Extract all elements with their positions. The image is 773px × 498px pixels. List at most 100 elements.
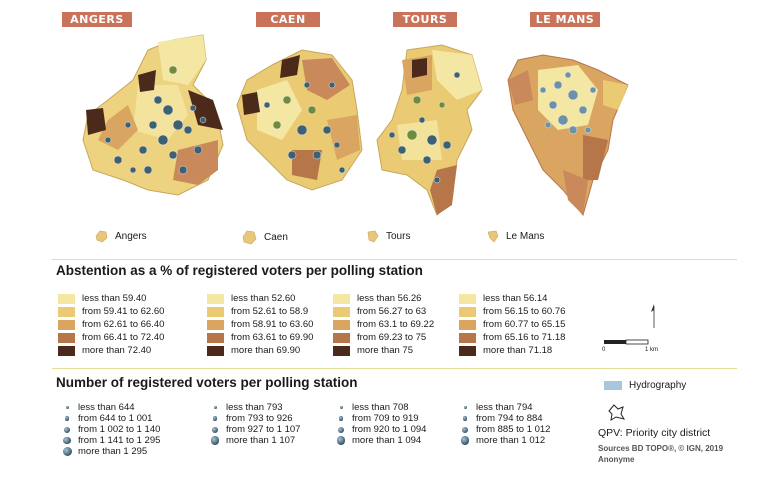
- voters-dot-symbol: [336, 436, 346, 445]
- abstention-swatch: [207, 306, 224, 317]
- abstention-legend-item: more than 75: [333, 344, 434, 357]
- voters-dot-symbol: [210, 436, 220, 445]
- voters-legend-item: more than 1 107: [208, 435, 300, 446]
- abstention-legend-item: less than 56.14: [459, 292, 565, 305]
- abstention-class-label: from 56.27 to 63: [357, 306, 427, 317]
- voters-class-label: from 709 to 919: [352, 413, 419, 424]
- angers-outline-icon: [95, 230, 108, 243]
- voters-legend-item: more than 1 295: [60, 446, 160, 457]
- voters-legend-item: less than 793: [208, 402, 300, 413]
- abstention-class-label: from 63.61 to 69.90: [231, 332, 314, 343]
- voters-class-label: less than 793: [226, 402, 283, 413]
- mini-label-caen: Caen: [264, 231, 288, 243]
- abstention-swatch: [58, 332, 75, 343]
- voters-dot-symbol: [212, 426, 218, 433]
- abstention-swatch: [333, 332, 350, 343]
- voters-class-label: more than 1 012: [476, 435, 546, 446]
- hydrography-swatch: [604, 381, 622, 390]
- voters-dot-symbol: [64, 416, 70, 421]
- abstention-legend-item: from 56.27 to 63: [333, 305, 434, 318]
- abstention-legend-item: less than 59.40: [58, 292, 164, 305]
- voters-legend-item: from 885 to 1 012: [458, 424, 550, 435]
- angers-map: [82, 34, 224, 196]
- abstention-legend-item: more than 69.90: [207, 344, 313, 357]
- voters-legend-item: less than 644: [60, 402, 160, 413]
- voters-dot-symbol: [462, 426, 468, 433]
- voters-class-label: less than 708: [352, 402, 409, 413]
- voters-class-label: more than 1 094: [352, 435, 422, 446]
- abstention-legend-item: from 52.61 to 58.9: [207, 305, 313, 318]
- abstention-class-label: from 65.16 to 71.18: [483, 332, 566, 343]
- abstention-legend-item: from 63.1 to 69.22: [333, 318, 434, 331]
- voters-class-label: less than 644: [78, 402, 135, 413]
- voters-class-label: more than 1 295: [78, 446, 148, 457]
- abstention-swatch: [459, 293, 476, 304]
- angers-dots: [104, 65, 207, 175]
- abstention-legend-item: less than 56.26: [333, 292, 434, 305]
- tours-outline-icon: [367, 230, 379, 243]
- voters-class-label: from 920 to 1 094: [352, 424, 427, 435]
- voters-legend-item: less than 708: [334, 402, 426, 413]
- abstention-legend-item: from 59.41 to 62.60: [58, 305, 164, 318]
- abstention-class-label: more than 72.40: [82, 345, 152, 356]
- voters-dot-symbol: [460, 436, 470, 445]
- mini-tours: Tours: [364, 228, 410, 244]
- abstention-class-label: from 56.15 to 60.76: [483, 306, 566, 317]
- abstention-legend-tours: less than 56.26 from 56.27 to 63 from 63.1…: [333, 292, 434, 357]
- voters-class-label: more than 1 107: [226, 435, 296, 446]
- abstention-swatch: [58, 293, 75, 304]
- abstention-swatch: [207, 319, 224, 330]
- abstention-swatch: [207, 345, 224, 356]
- voters-legend-caen: less than 793 from 793 to 926 from 927 to …: [208, 402, 300, 446]
- voters-legend-item: from 927 to 1 107: [208, 424, 300, 435]
- voters-dot-symbol: [62, 447, 72, 456]
- qpv-label: QPV: Priority city district: [598, 427, 711, 439]
- voters-dot-symbol: [63, 436, 71, 445]
- abstention-legend-item: from 69.23 to 75: [333, 331, 434, 344]
- abstention-class-label: from 69.23 to 75: [357, 332, 427, 343]
- qpv-outline-icon: [608, 404, 626, 421]
- abstention-legend-item: less than 52.60: [207, 292, 313, 305]
- abstention-class-label: from 52.61 to 58.9: [231, 306, 309, 317]
- abstention-legend-item: more than 72.40: [58, 344, 164, 357]
- abstention-legend-item: from 63.61 to 69.90: [207, 331, 313, 344]
- hydrography-label: Hydrography: [629, 380, 687, 391]
- abstention-swatch: [459, 319, 476, 330]
- abstention-legend-le-mans: less than 56.14 from 56.15 to 60.76 from 6…: [459, 292, 565, 357]
- voters-legend-item: from 793 to 926: [208, 413, 300, 424]
- abstention-class-label: from 63.1 to 69.22: [357, 319, 435, 330]
- caen-map: [236, 49, 363, 191]
- abstention-class-label: more than 71.18: [483, 345, 553, 356]
- abstention-class-label: from 66.41 to 72.40: [82, 332, 165, 343]
- voters-legend-item: from 794 to 884: [458, 413, 550, 424]
- abstention-class-label: less than 52.60: [231, 293, 296, 304]
- sources-line-1: Sources BD TOPO®, © IGN, 2019: [598, 444, 724, 453]
- sources-line-2: Anonyme: [598, 455, 635, 464]
- abstention-swatch: [207, 332, 224, 343]
- voters-legend-item: from 1 002 to 1 140: [60, 424, 160, 435]
- voters-dot-symbol: [64, 426, 70, 433]
- city-title-caen: CAEN: [256, 12, 320, 27]
- abstention-class-label: more than 69.90: [231, 345, 301, 356]
- voters-legend-item: more than 1 094: [334, 435, 426, 446]
- abstention-swatch: [58, 345, 75, 356]
- hydrography-legend: Hydrography: [604, 380, 686, 391]
- voters-dot-symbol: [339, 406, 343, 409]
- mini-le-mans: Le Mans: [486, 228, 544, 244]
- abstention-class-label: less than 56.26: [357, 293, 422, 304]
- abstention-class-label: less than 59.40: [82, 293, 147, 304]
- divider-bottom: [52, 368, 737, 369]
- voters-legend-item: from 920 to 1 094: [334, 424, 426, 435]
- city-title-le-mans: LE MANS: [530, 12, 600, 27]
- voters-class-label: from 1 141 to 1 295: [78, 435, 161, 446]
- abstention-class-label: less than 56.14: [483, 293, 548, 304]
- abstention-legend-item: from 56.15 to 60.76: [459, 305, 565, 318]
- mini-caen: Caen: [240, 228, 288, 246]
- abstention-swatch: [58, 306, 75, 317]
- abstention-legend-item: from 60.77 to 65.15: [459, 318, 565, 331]
- abstention-legend-item: from 62.61 to 66.40: [58, 318, 164, 331]
- abstention-legend-angers: less than 59.40 from 59.41 to 62.60 from 6…: [58, 292, 164, 357]
- mini-label-le-mans: Le Mans: [506, 230, 545, 242]
- voters-legend-item: less than 794: [458, 402, 550, 413]
- scale-bar: [604, 304, 655, 345]
